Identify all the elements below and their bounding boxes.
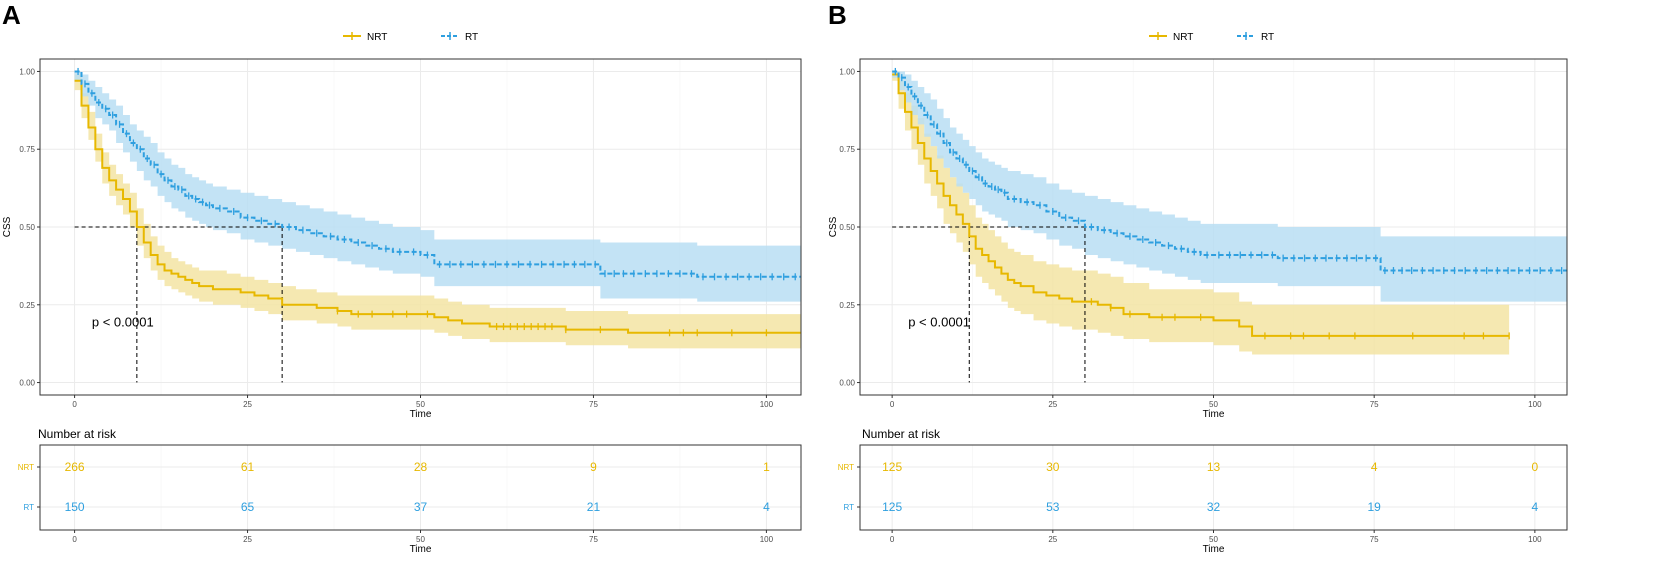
y-tick-label: 0.50 — [19, 223, 35, 232]
risk-x-axis-title: Time — [410, 544, 432, 555]
legend-label-rt: RT — [1261, 32, 1274, 43]
risk-table: Number at risk NRT 125 30 13 4 0 RT 125 53 32 19 4 0 2… — [838, 427, 1568, 555]
risk-row-label-rt: RT — [23, 503, 34, 512]
risk-x-tick-label: 75 — [1370, 535, 1379, 544]
censor-marks-nrt — [1090, 298, 1510, 340]
y-tick-label: 0.00 — [19, 379, 35, 388]
risk-x-tick-label: 0 — [72, 535, 77, 544]
x-tick-label: 50 — [1209, 400, 1218, 409]
risk-count: 4 — [1532, 500, 1539, 514]
risk-x-tick-label: 75 — [589, 535, 598, 544]
risk-count: 4 — [1371, 460, 1378, 474]
risk-row-label-rt: RT — [843, 503, 854, 512]
legend: NRT RT — [1149, 32, 1274, 43]
risk-count: 61 — [241, 460, 255, 474]
x-tick-label: 25 — [1048, 400, 1057, 409]
x-tick-label: 75 — [1370, 400, 1379, 409]
x-axis-title: Time — [1203, 409, 1225, 420]
risk-count: 1 — [763, 460, 770, 474]
risk-x-tick-label: 25 — [1048, 535, 1057, 544]
risk-count: 13 — [1207, 460, 1221, 474]
y-axis-title: CSS — [828, 216, 839, 237]
risk-x-tick-label: 100 — [1528, 535, 1542, 544]
risk-row-label-nrt: NRT — [18, 463, 34, 472]
survival-curve-nrt — [892, 73, 1510, 337]
risk-row-label-nrt: NRT — [838, 463, 854, 472]
risk-x-tick-label: 0 — [890, 535, 895, 544]
x-tick-label: 0 — [72, 400, 77, 409]
risk-count: 65 — [241, 500, 255, 514]
risk-count: 9 — [590, 460, 597, 474]
risk-count: 53 — [1046, 500, 1060, 514]
survival-curve-rt — [892, 70, 1567, 272]
legend-label-nrt: NRT — [367, 32, 387, 43]
x-tick-label: 75 — [589, 400, 598, 409]
legend-label-nrt: NRT — [1173, 32, 1193, 43]
panel-label: A — [2, 0, 21, 30]
risk-count: 28 — [414, 460, 428, 474]
risk-table-title: Number at risk — [38, 427, 117, 441]
x-tick-label: 100 — [1528, 400, 1542, 409]
x-axis-title: Time — [410, 409, 432, 420]
risk-count: 19 — [1368, 500, 1382, 514]
risk-x-axis-title: Time — [1203, 544, 1225, 555]
risk-x-tick-label: 50 — [416, 535, 425, 544]
ci-band-rt — [74, 71, 801, 302]
risk-count: 150 — [65, 500, 85, 514]
y-tick-label: 0.25 — [19, 301, 35, 310]
risk-count: 30 — [1046, 460, 1060, 474]
panel-label: B — [828, 0, 847, 30]
risk-count: 125 — [882, 460, 902, 474]
legend-label-rt: RT — [465, 32, 478, 43]
y-tick-label: 1.00 — [839, 67, 855, 76]
x-axis: 0 25 50 75 100 Time — [72, 395, 774, 420]
ci-band-nrt — [74, 74, 801, 349]
y-tick-label: 0.00 — [839, 379, 855, 388]
y-axis-title: CSS — [2, 216, 13, 237]
plot-area — [74, 67, 801, 383]
x-tick-label: 100 — [760, 400, 774, 409]
survival-curve-rt — [74, 70, 801, 278]
x-tick-label: 0 — [890, 400, 895, 409]
censor-marks-rt — [894, 67, 1563, 275]
risk-x-tick-label: 100 — [760, 535, 774, 544]
x-tick-label: 50 — [416, 400, 425, 409]
risk-x-tick-label: 25 — [243, 535, 252, 544]
y-axis: 0.00 0.25 0.50 0.75 1.00 CSS — [2, 67, 40, 388]
risk-count: 4 — [763, 500, 770, 514]
ci-band-rt — [892, 71, 1567, 302]
y-tick-label: 0.50 — [839, 223, 855, 232]
risk-table: Number at risk NRT 266 61 28 9 1 RT 150 65 37 21 4 0 2… — [18, 427, 802, 555]
legend: NRT RT — [343, 32, 478, 43]
ci-band-nrt — [892, 71, 1510, 355]
p-value: p < 0.0001 — [92, 315, 154, 330]
x-tick-label: 25 — [243, 400, 252, 409]
risk-count: 125 — [882, 500, 902, 514]
risk-table-title: Number at risk — [862, 427, 941, 441]
y-tick-label: 0.75 — [839, 145, 855, 154]
y-tick-label: 1.00 — [19, 67, 35, 76]
y-tick-label: 0.25 — [839, 301, 855, 310]
risk-x-tick-label: 50 — [1209, 535, 1218, 544]
risk-count: 0 — [1532, 460, 1539, 474]
survival-curve-nrt — [74, 79, 801, 334]
y-tick-label: 0.75 — [19, 145, 35, 154]
risk-count: 266 — [65, 460, 85, 474]
risk-count: 37 — [414, 500, 428, 514]
risk-count: 21 — [587, 500, 601, 514]
p-value: p < 0.0001 — [908, 315, 970, 330]
x-axis: 0 25 50 75 100 Time — [890, 395, 1542, 420]
risk-count: 32 — [1207, 500, 1221, 514]
y-axis: 0.00 0.25 0.50 0.75 1.00 CSS — [828, 67, 860, 388]
censor-marks-nrt — [336, 307, 768, 337]
plot-area — [892, 67, 1567, 383]
censor-marks-rt — [77, 67, 796, 281]
median-lines — [892, 226, 1086, 383]
